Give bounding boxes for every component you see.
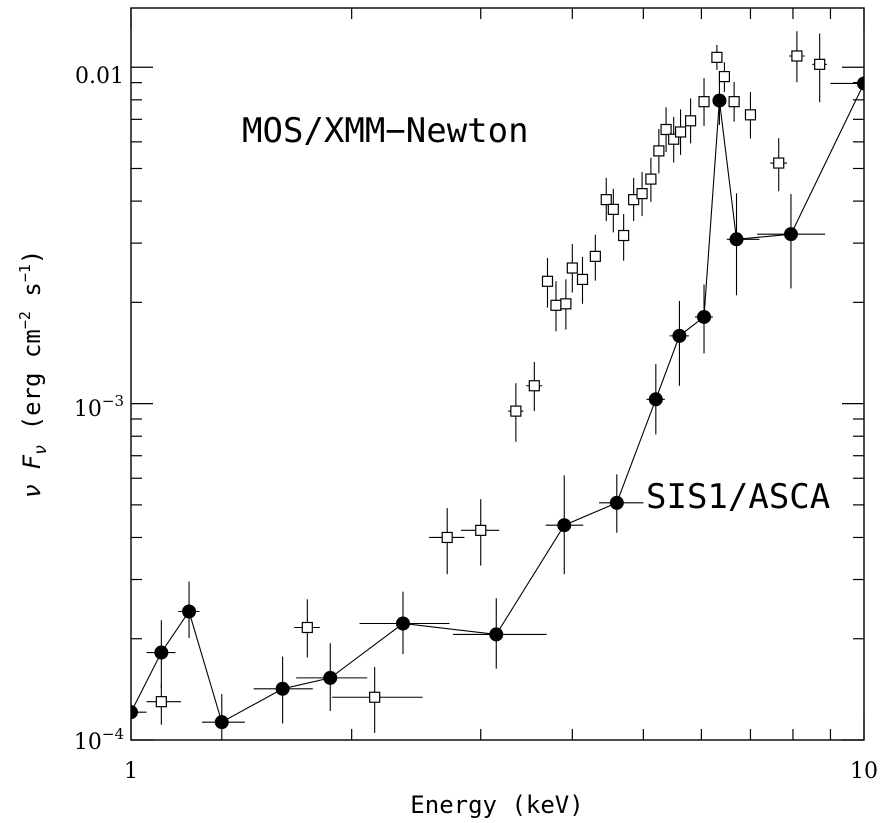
data-point-mos <box>550 299 562 311</box>
data-point-sis1 <box>729 232 744 247</box>
data-point-mos <box>791 50 803 62</box>
y-axis-title: ν Fν (erg cm−2 s−1) <box>16 250 51 499</box>
annotation-mos-xmm: MOS/XMM−Newton <box>242 111 529 151</box>
data-point-mos <box>728 96 740 108</box>
data-point-mos <box>589 250 601 262</box>
error-bar-sis1 <box>757 193 826 289</box>
x-tick-label-10: 10 <box>850 759 878 784</box>
y-tick-label-1e-4: 10−4 <box>74 725 124 755</box>
data-point-mos <box>773 157 785 169</box>
series-line-sis1 <box>131 83 864 723</box>
data-point-sis1 <box>154 645 169 660</box>
data-point-sis1 <box>783 227 798 242</box>
data-point-sis1 <box>489 627 504 642</box>
data-point-sis1 <box>214 715 229 730</box>
data-point-sis1 <box>672 328 687 343</box>
data-point-sis1 <box>609 495 624 510</box>
data-point-mos <box>744 109 757 121</box>
axes <box>130 7 865 741</box>
data-point-mos <box>653 145 665 157</box>
data-point-mos <box>576 273 589 286</box>
data-point-mos <box>301 621 313 634</box>
data-point-mos <box>814 58 826 70</box>
data-point-mos <box>528 380 540 392</box>
data-point-sis1 <box>697 309 712 324</box>
data-point-mos <box>475 524 487 536</box>
data-point-mos <box>645 173 657 185</box>
tick-labels: 1 10 10−4 10−3 0.01 <box>74 64 878 784</box>
data-point-mos <box>441 531 453 544</box>
data-point-sis1 <box>275 681 290 696</box>
data-point-mos <box>369 691 381 703</box>
data-point-mos <box>636 188 648 200</box>
data-point-mos <box>660 123 672 136</box>
markers <box>131 50 864 730</box>
data-point-mos <box>684 115 697 127</box>
data-point-mos <box>718 70 731 83</box>
ticks <box>130 8 865 741</box>
data-point-sis1 <box>857 76 864 91</box>
data-point-mos <box>607 203 619 215</box>
annotation-sis1-asca: SIS1/ASCA <box>646 477 830 517</box>
data-point-mos <box>711 51 723 63</box>
data-point-mos <box>674 126 687 138</box>
error-bar-sis1 <box>669 300 689 386</box>
data-point-sis1 <box>712 93 727 108</box>
data-point-sis1 <box>182 604 197 619</box>
data-point-mos <box>510 405 522 417</box>
data-point-sis1 <box>131 705 138 720</box>
error-bar-sis1 <box>830 70 864 100</box>
x-axis-title: Energy (keV) <box>410 791 583 819</box>
data-point-mos <box>668 133 680 145</box>
plot-frame <box>130 7 865 741</box>
data-point-mos <box>628 194 640 206</box>
data-point-mos <box>566 262 578 274</box>
data-point-sis1 <box>323 670 338 685</box>
data-point-mos <box>618 229 630 242</box>
plot-area <box>131 31 864 740</box>
data-point-mos <box>600 194 612 206</box>
y-tick-label-1e-3: 10−3 <box>74 392 124 422</box>
data-point-sis1 <box>648 392 663 407</box>
data-point-sis1 <box>557 518 572 533</box>
data-point-mos <box>155 696 167 708</box>
y-tick-label-0.01: 0.01 <box>75 64 124 89</box>
data-point-mos <box>560 298 572 310</box>
data-point-mos <box>541 275 554 287</box>
x-tick-label-1: 1 <box>124 759 138 784</box>
series-lines <box>131 83 864 723</box>
data-point-mos <box>698 96 710 108</box>
data-point-sis1 <box>395 616 410 631</box>
